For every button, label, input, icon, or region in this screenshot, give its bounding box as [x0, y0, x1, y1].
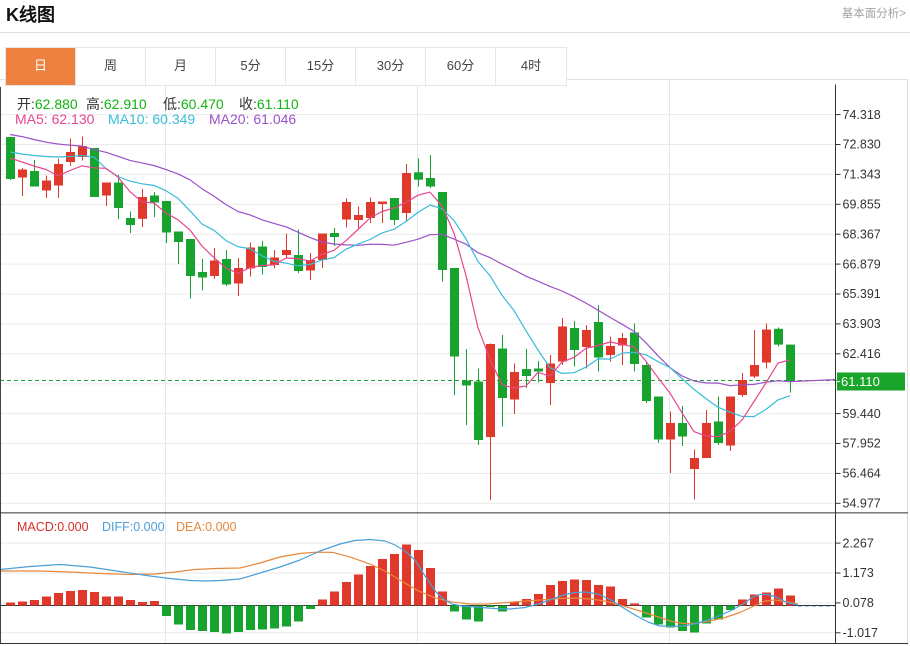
- svg-text:62.416: 62.416: [843, 347, 881, 361]
- svg-text:65.391: 65.391: [843, 287, 881, 301]
- svg-text:1.173: 1.173: [843, 566, 874, 580]
- svg-text:72.830: 72.830: [843, 138, 881, 152]
- svg-text:74.318: 74.318: [843, 108, 881, 122]
- svg-text:59.440: 59.440: [843, 407, 881, 421]
- svg-text:57.952: 57.952: [843, 437, 881, 451]
- svg-text:69.855: 69.855: [843, 198, 881, 212]
- svg-text:66.879: 66.879: [843, 257, 881, 271]
- svg-text:-1.017: -1.017: [843, 626, 878, 640]
- svg-text:54.977: 54.977: [843, 497, 881, 511]
- svg-text:0.078: 0.078: [843, 596, 874, 610]
- svg-text:71.343: 71.343: [843, 168, 881, 182]
- svg-text:2.267: 2.267: [843, 536, 874, 550]
- svg-text:61.110: 61.110: [841, 374, 880, 389]
- svg-text:63.903: 63.903: [843, 317, 881, 331]
- svg-text:68.367: 68.367: [843, 227, 881, 241]
- svg-text:56.464: 56.464: [843, 467, 881, 481]
